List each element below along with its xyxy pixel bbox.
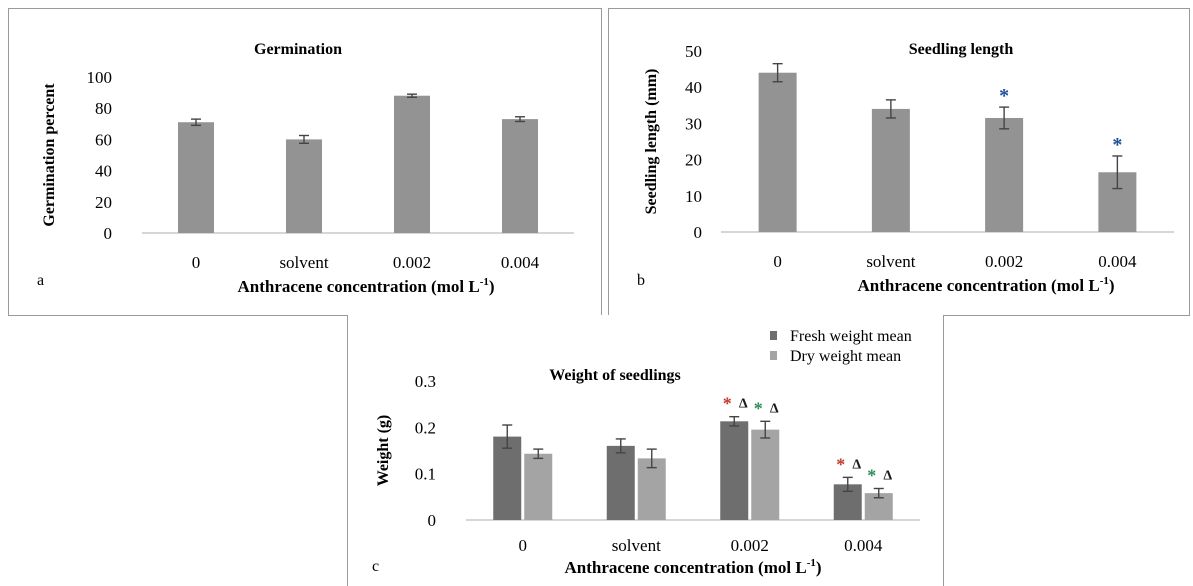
- x-tick-label: 0.004: [501, 253, 540, 272]
- x-tick-label: solvent: [866, 252, 915, 271]
- significance-star: *: [999, 85, 1009, 107]
- y-tick-label: 0: [428, 511, 437, 530]
- significance-delta: Δ: [852, 457, 861, 472]
- legend-label: Fresh weight mean: [790, 328, 912, 345]
- y-axis-title: Weight (g): [375, 415, 392, 487]
- chart-panel-weight: Weight of seedlings 0 0.1 0.2 0.3 Weight (g) 0…: [347, 315, 944, 586]
- x-tick-label: 0.002: [731, 536, 769, 555]
- y-axis-title: Seedling length (mm): [643, 69, 660, 215]
- y-tick-label: 0: [104, 224, 113, 243]
- y-tick-label: 80: [95, 99, 112, 118]
- significance-delta: Δ: [739, 397, 748, 412]
- legend-swatch: [770, 351, 777, 360]
- bar: [178, 122, 214, 233]
- x-tick-label: 0: [519, 536, 528, 555]
- bar: [985, 118, 1023, 232]
- x-tick-label: 0.002: [393, 253, 431, 272]
- y-tick-label: 0.3: [415, 372, 436, 391]
- y-tick-label: 0: [694, 223, 703, 242]
- significance-star: *: [723, 394, 732, 414]
- y-tick-label: 100: [87, 68, 113, 87]
- significance-star: *: [754, 398, 763, 418]
- bar: [286, 139, 322, 233]
- y-tick-label: 10: [685, 187, 702, 206]
- x-axis-title: Anthracene concentration (mol L-1): [564, 557, 821, 577]
- y-tick-label: 20: [95, 193, 112, 212]
- y-tick-label: 0.2: [415, 418, 436, 437]
- chart-panel-germination: Germination 0 20 40 60 80 100 Germination perce…: [8, 8, 602, 316]
- y-tick-label: 20: [685, 151, 702, 170]
- significance-delta: Δ: [883, 468, 892, 483]
- y-tick-label: 30: [685, 114, 702, 133]
- bar: [751, 430, 779, 520]
- x-axis-title: Anthracene concentration (mol L-1): [857, 275, 1114, 295]
- chart-title: Seedling length: [909, 41, 1014, 58]
- seedling-length-chart: Seedling length 0 10 20 30 40 50 Seedling lengt…: [609, 9, 1189, 315]
- significance-star: *: [867, 465, 876, 485]
- germination-chart: Germination 0 20 40 60 80 100 Germination perce…: [9, 9, 601, 315]
- chart-title: Weight of seedlings: [549, 367, 681, 384]
- significance-star: *: [1112, 134, 1122, 156]
- x-tick-label: 0: [773, 252, 782, 271]
- bar: [394, 96, 430, 233]
- chart-title: Germination: [254, 41, 342, 58]
- y-tick-label: 50: [685, 42, 702, 61]
- y-tick-label: 60: [95, 130, 112, 149]
- bar: [524, 454, 552, 520]
- y-tick-label: 40: [95, 162, 112, 181]
- bar: [493, 437, 521, 520]
- x-tick-label: 0.002: [985, 252, 1023, 271]
- bar: [607, 446, 635, 520]
- x-tick-label: solvent: [279, 253, 328, 272]
- legend-swatch: [770, 331, 777, 340]
- significance-star: *: [836, 454, 845, 474]
- panel-label: c: [372, 558, 379, 575]
- x-tick-label: solvent: [612, 536, 661, 555]
- bar: [720, 421, 748, 520]
- x-tick-label: 0.004: [844, 536, 883, 555]
- bar: [872, 109, 910, 232]
- panel-label: a: [37, 272, 44, 289]
- panel-label: b: [637, 272, 645, 289]
- y-axis-title: Germination percent: [41, 83, 58, 227]
- x-axis-title: Anthracene concentration (mol L-1): [237, 276, 494, 296]
- bar: [502, 119, 538, 233]
- x-tick-label: 0: [192, 253, 201, 272]
- bar: [759, 73, 797, 232]
- weight-chart: Weight of seedlings 0 0.1 0.2 0.3 Weight (g) 0…: [348, 315, 943, 586]
- chart-panel-seedling-length: Seedling length 0 10 20 30 40 50 Seedling lengt…: [608, 8, 1190, 316]
- y-tick-label: 40: [685, 78, 702, 97]
- legend-label: Dry weight mean: [790, 348, 901, 365]
- x-tick-label: 0.004: [1098, 252, 1137, 271]
- y-tick-label: 0.1: [415, 465, 436, 484]
- significance-delta: Δ: [770, 401, 779, 416]
